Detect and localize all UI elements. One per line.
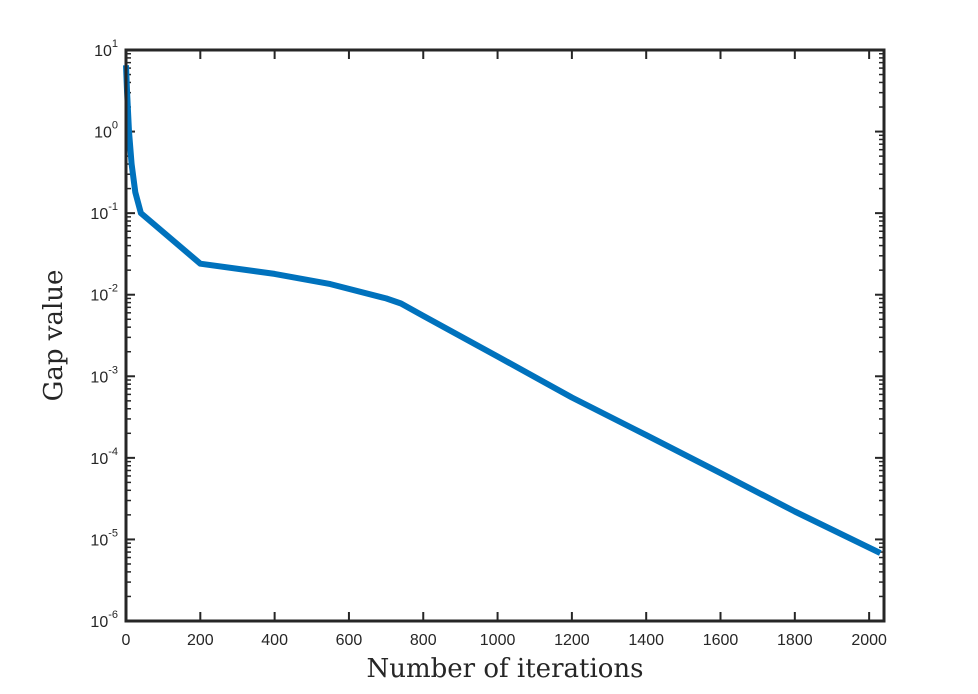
x-tick-label: 200 [187, 632, 214, 649]
x-axis-ticks: 0 200 400 600 800 1000 1200 1400 1600 1800 2000 [122, 50, 887, 649]
axes-box [124, 48, 886, 623]
x-tick-label: 400 [261, 632, 288, 649]
y-tick-label: 100 [94, 120, 118, 142]
x-tick-label: 800 [410, 632, 437, 649]
x-tick-label: 0 [122, 632, 131, 649]
x-tick-label: 1800 [777, 632, 813, 649]
y-tick-label: 10-6 [90, 609, 118, 631]
x-axis-label: Number of iterations [367, 654, 644, 684]
x-tick-label: 1400 [628, 632, 664, 649]
y-axis-label: Gap value [39, 270, 69, 402]
x-tick-label: 1000 [480, 632, 516, 649]
series-line [123, 65, 882, 556]
x-tick-label: 2000 [851, 632, 887, 649]
y-tick-label: 10-1 [90, 201, 118, 223]
series-layer [123, 65, 882, 556]
y-tick-label: 10-5 [90, 527, 118, 549]
x-tick-label: 1600 [703, 632, 739, 649]
x-tick-label: 600 [336, 632, 363, 649]
y-tick-label: 10-3 [90, 364, 118, 386]
y-tick-label: 101 [94, 38, 118, 60]
y-tick-label: 10-2 [90, 283, 118, 305]
x-tick-label: 1200 [554, 632, 590, 649]
y-tick-label: 10-4 [90, 446, 118, 468]
